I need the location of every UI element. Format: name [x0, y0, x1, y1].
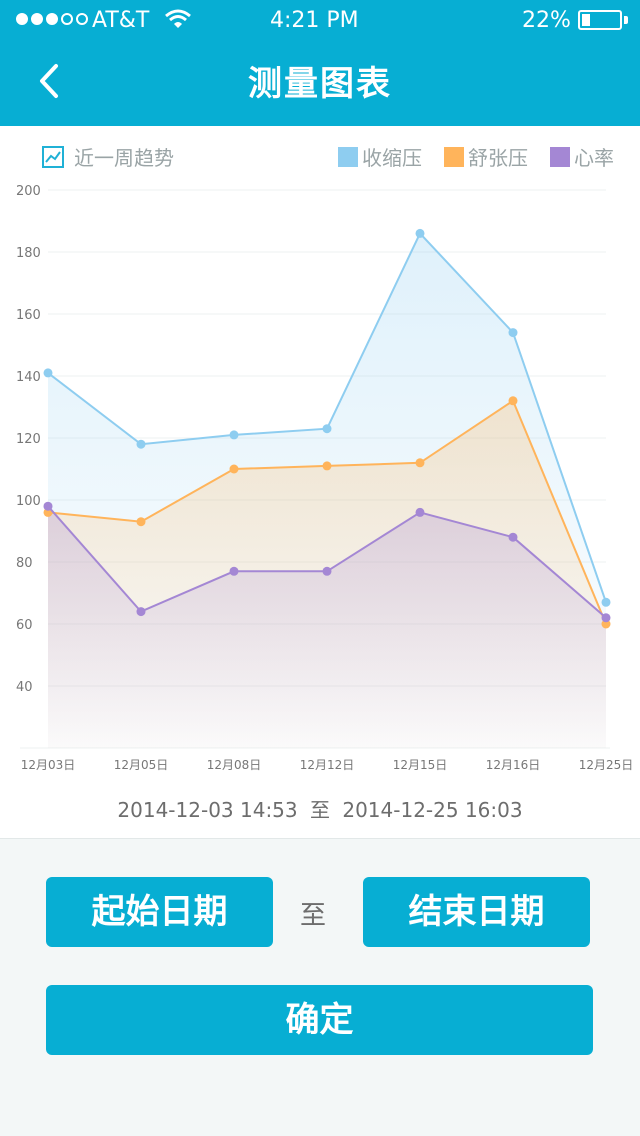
x-tick-label: 12月03日 [21, 758, 76, 772]
legend-label: 心率 [574, 146, 614, 170]
range-to-label: 至 [300, 901, 327, 931]
x-tick-label: 12月05日 [114, 758, 169, 772]
chart-card: 近一周趋势 收缩压 舒张压 心率 40 60 80 100 120 140 160 180 20… [0, 126, 640, 839]
signal-dot [16, 13, 28, 25]
battery-fill [582, 14, 590, 26]
x-tick-label: 12月08日 [207, 758, 262, 772]
y-tick-label: 40 [16, 680, 33, 695]
trend-header: 近一周趋势 [42, 142, 174, 171]
line-chart: 40 60 80 100 120 140 160 180 200 12月03日 12月05日 12月0… [16, 184, 634, 772]
signal-dot [61, 13, 73, 25]
data-point [43, 368, 53, 378]
data-point [136, 607, 146, 617]
carrier-label: AT&T [92, 8, 150, 33]
range-end: 2014-12-25 16:03 [342, 798, 523, 822]
range-separator: 至 [310, 798, 330, 822]
data-point [508, 328, 518, 338]
legend-item: 舒张压 [444, 142, 528, 171]
data-point [229, 430, 239, 440]
legend-swatch [550, 146, 570, 167]
data-point [229, 566, 239, 576]
battery-tip [624, 16, 628, 24]
data-point [229, 464, 239, 474]
confirm-button[interactable]: 确定 [46, 985, 593, 1055]
x-tick-label: 12月15日 [393, 758, 448, 772]
app-header: AT&T 4:21 PM 22% 测量图表 [0, 0, 640, 126]
page-title: 测量图表 [248, 64, 392, 104]
signal-dot [46, 13, 58, 25]
battery-percent: 22% [522, 8, 571, 33]
data-point [601, 613, 611, 623]
clock-label: 4:21 PM [270, 8, 359, 33]
data-point [415, 507, 425, 517]
data-point [601, 597, 611, 607]
y-tick-label: 140 [16, 370, 41, 385]
data-point [601, 619, 611, 629]
data-point [508, 396, 518, 406]
signal-icon [16, 13, 88, 25]
y-tick-label: 200 [16, 184, 41, 199]
range-start: 2014-12-03 14:53 [117, 798, 298, 822]
start-date-button[interactable]: 起始日期 [46, 877, 273, 947]
y-tick-label: 80 [16, 556, 33, 571]
date-range: 2014-12-03 14:53 至 2014-12-25 16:03 [0, 794, 640, 823]
data-point [322, 424, 332, 434]
signal-dot [31, 13, 43, 25]
data-point [415, 458, 425, 468]
legend-item: 收缩压 [338, 142, 422, 171]
back-icon[interactable] [30, 56, 70, 106]
trend-label: 近一周趋势 [74, 146, 174, 170]
data-point [136, 517, 146, 527]
y-tick-label: 120 [16, 432, 41, 447]
y-tick-label: 60 [16, 618, 33, 633]
series-area [48, 506, 606, 748]
legend-item: 心率 [550, 142, 614, 171]
y-tick-label: 160 [16, 308, 41, 323]
legend-swatch [444, 146, 464, 167]
signal-dot [76, 13, 88, 25]
data-point [322, 461, 332, 471]
x-tick-label: 12月25日 [579, 758, 634, 772]
end-date-button[interactable]: 结束日期 [363, 877, 590, 947]
wifi-icon [165, 9, 191, 28]
data-point [415, 228, 425, 238]
data-point [508, 532, 518, 542]
data-point [322, 566, 332, 576]
data-point [43, 501, 53, 511]
y-tick-label: 100 [16, 494, 41, 509]
data-point [136, 439, 146, 449]
battery-icon [578, 10, 622, 30]
status-bar: AT&T 4:21 PM 22% [0, 0, 640, 40]
chart-legend: 收缩压 舒张压 心率 [338, 142, 614, 171]
legend-label: 舒张压 [468, 146, 528, 170]
y-tick-label: 180 [16, 246, 41, 261]
x-tick-label: 12月16日 [486, 758, 541, 772]
trend-chart-icon [42, 145, 64, 168]
x-tick-label: 12月12日 [300, 758, 355, 772]
legend-label: 收缩压 [362, 146, 422, 170]
legend-swatch [338, 146, 358, 167]
